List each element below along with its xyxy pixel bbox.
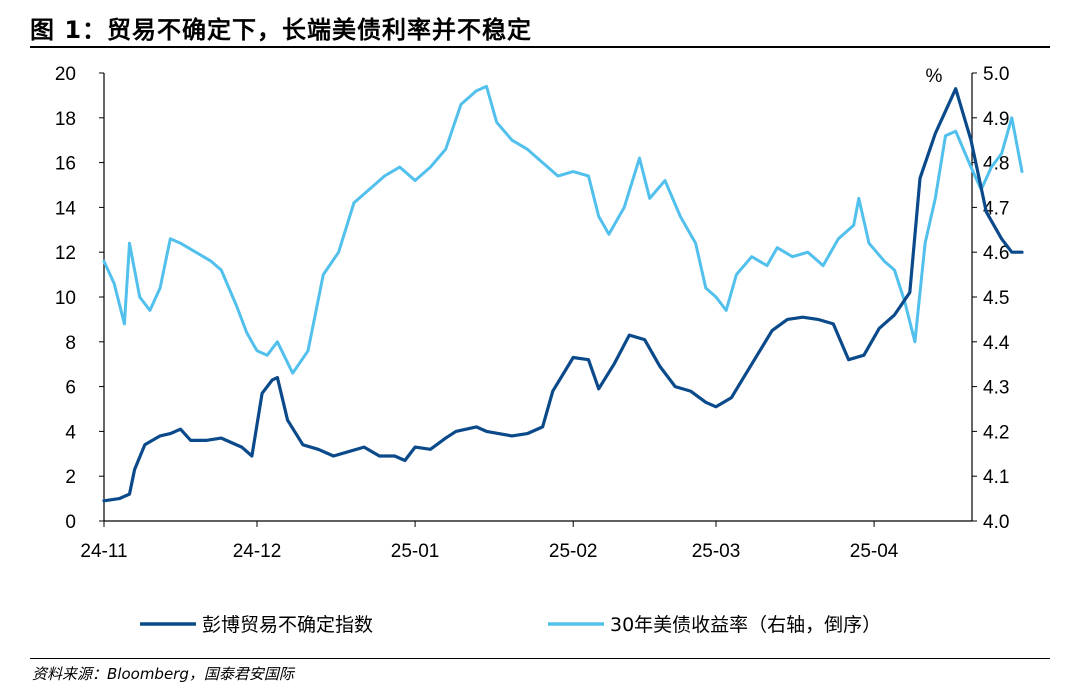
x-axis-tick-label: 25-03 [692,541,741,562]
source-note: 资料来源：Bloomberg，国泰君安国际 [32,665,294,683]
x-axis-tick-label: 24-11 [80,541,127,562]
left-axis-tick-label: 18 [55,109,76,130]
right-axis-unit: % [926,66,943,87]
legend-label-yield: 30年美债收益率（右轴，倒序） [610,614,881,636]
left-axis-tick-label: 6 [65,378,76,399]
title-divider [30,46,1050,48]
legend: 彭博贸易不确定指数 30年美债收益率（右轴，倒序） [140,614,881,636]
legend-label-uncertainty: 彭博贸易不确定指数 [202,614,373,636]
left-axis-tick-label: 0 [65,512,76,533]
left-axis-tick-label: 16 [55,154,76,175]
right-axis-tick-label: 4.4 [983,333,1010,354]
left-axis-tick-label: 4 [65,422,76,443]
right-axis-tick-label: 5.0 [983,64,1009,85]
right-axis-tick-label: 4.7 [983,198,1009,219]
right-axis-tick-label: 4.9 [983,109,1009,130]
figure-title: 图 1：贸易不确定下，长端美债利率并不稳定 [30,16,533,44]
right-axis-tick-label: 4.0 [983,512,1009,533]
x-axis-tick-label: 25-04 [850,541,899,562]
right-axis-tick-label: 4.2 [983,422,1009,443]
right-axis-tick-label: 4.1 [983,467,1009,488]
right-axis-tick-label: 4.5 [983,288,1009,309]
right-axis-tick-label: 4.8 [983,154,1009,175]
right-axis-tick-label: 4.6 [983,243,1009,264]
chart-lines [102,84,1024,503]
x-axis-tick-label: 25-02 [549,541,598,562]
left-axis-tick-label: 12 [55,243,76,264]
x-axis-tick-label: 25-01 [391,541,440,562]
chart: 0 2 4 6 8 10 12 14 16 18 20 4.0 4.1 4.2 4.3 4.4 4.5 4.6 4.… [55,64,1024,636]
chart-axes: 0 2 4 6 8 10 12 14 16 18 20 4.0 4.1 4.2 4.3 4.4 4.5 4.6 4.… [55,64,1010,562]
left-axis-tick-label: 20 [55,64,76,85]
series-line-uncertainty [102,87,1024,503]
source-divider [30,658,1050,659]
x-axis-tick-label: 24-12 [233,541,282,562]
left-axis-tick-label: 14 [55,198,77,219]
right-axis-tick-label: 4.3 [983,378,1009,399]
series-line-yield [102,84,1024,375]
left-axis-tick-label: 8 [65,333,76,354]
left-axis-tick-label: 2 [65,467,76,488]
left-axis-tick-label: 10 [55,288,76,309]
